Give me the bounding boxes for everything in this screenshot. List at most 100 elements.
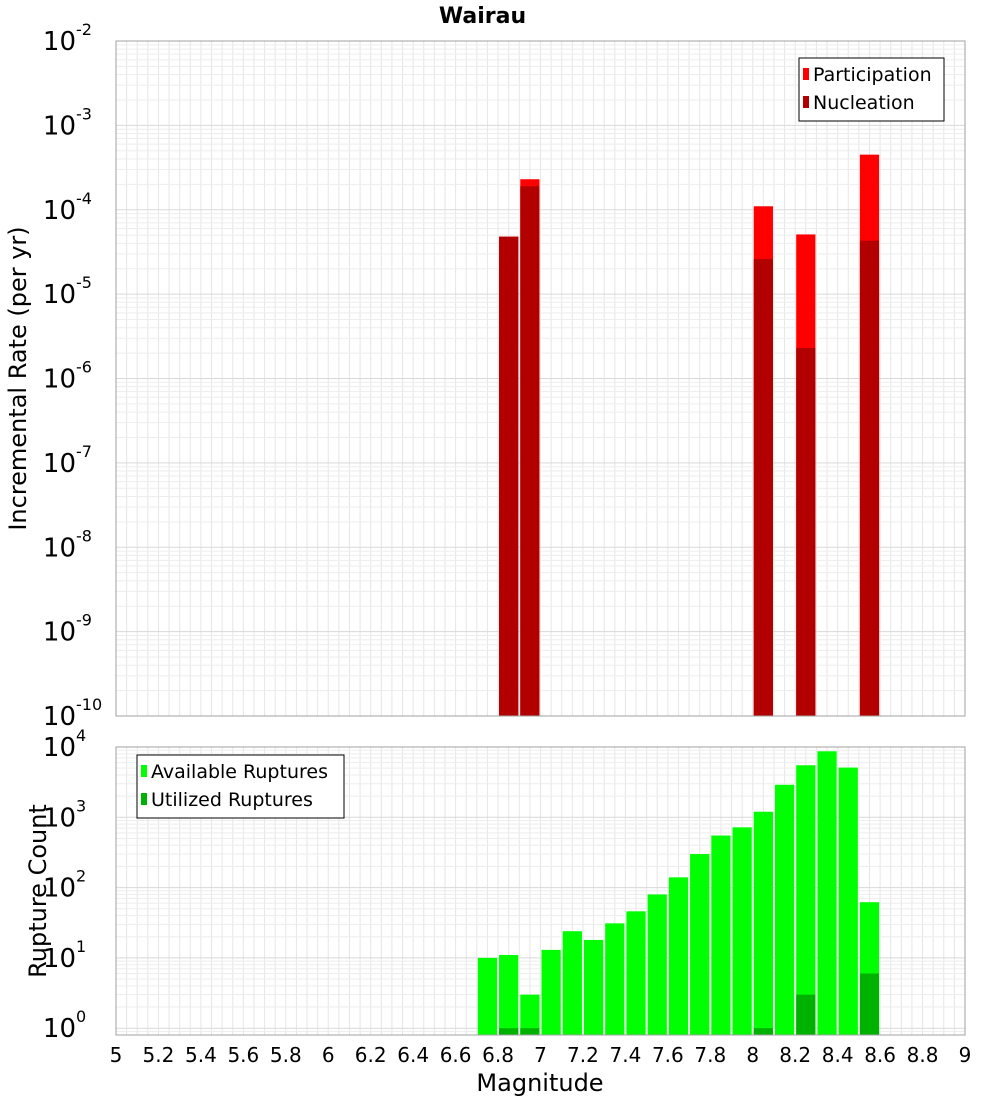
bar-0-5	[583, 939, 604, 1035]
y-tick-base: 10	[43, 533, 76, 563]
y-tick-base: 10	[43, 944, 76, 974]
bar-1-2	[753, 259, 773, 716]
y-tick-base: 10	[43, 365, 76, 395]
y-tick-base: 10	[43, 733, 76, 763]
y-tick-label: 10 -3	[43, 104, 92, 141]
y-tick-exponent: 3	[76, 796, 86, 815]
y-tick-exponent: -8	[76, 526, 92, 545]
legend-swatch	[803, 96, 809, 108]
x-axis-label: Magnitude	[476, 1069, 603, 1097]
y-tick-label: 10 -10	[43, 695, 102, 732]
y-tick-exponent: -6	[76, 358, 92, 377]
legend: Available Ruptures Utilized Ruptures	[136, 754, 345, 819]
y-tick-exponent: 0	[76, 1007, 86, 1026]
bar-0-3	[541, 949, 561, 1035]
y-tick-base: 10	[43, 27, 76, 57]
series-1	[499, 973, 880, 1035]
plot-frame	[115, 40, 966, 717]
x-tick-label: 6.4	[397, 1043, 429, 1067]
bar-0-4	[562, 931, 582, 1035]
legend-swatch	[141, 765, 147, 777]
bar-1-4	[859, 240, 880, 717]
x-tick-label: 6.6	[440, 1043, 472, 1067]
y-tick-exponent: -10	[76, 695, 102, 714]
bar-0-14	[774, 784, 795, 1035]
bar-0-16	[817, 751, 837, 1035]
bar-0-2	[520, 994, 540, 1035]
bar-1-0	[499, 236, 519, 716]
y-axis-label: Rupture Count	[24, 804, 52, 978]
y-tick-exponent: -3	[76, 104, 92, 123]
y-tick-label: 10 3	[43, 796, 86, 833]
y-tick-base: 10	[43, 449, 76, 479]
x-tick-label: 6.8	[482, 1043, 514, 1067]
series-0	[477, 751, 880, 1035]
y-tick-label: 10 -8	[43, 526, 92, 563]
x-tick-label: 7.4	[609, 1043, 641, 1067]
y-tick-base: 10	[43, 874, 76, 904]
x-tick-label: 9	[959, 1043, 972, 1067]
bar-0-1	[499, 954, 519, 1035]
x-tick-label: 8.2	[779, 1043, 811, 1067]
bar-0-15	[796, 765, 816, 1035]
legend-box	[136, 754, 345, 819]
y-tick-exponent: -7	[76, 442, 92, 461]
chart-panel-1: 10 010 110 210 310 45 5.2 5.4 5.6 5.8 6 6.2 6.4 6.6 6.…	[24, 726, 971, 1097]
y-tick-exponent: -9	[76, 611, 92, 630]
y-tick-exponent: 1	[76, 937, 86, 956]
y-tick-label: 10 -6	[43, 358, 92, 395]
bar-1-0	[499, 1028, 519, 1035]
bar-0-6	[605, 923, 625, 1035]
legend-entry: Nucleation	[813, 92, 915, 114]
y-tick-label: 10 4	[43, 726, 86, 763]
x-tick-label: 5.4	[185, 1043, 217, 1067]
x-tick-label: 5.6	[227, 1043, 259, 1067]
y-tick-label: 10 2	[43, 867, 86, 904]
bar-0-10	[690, 854, 710, 1035]
x-tick-label: 5.8	[270, 1043, 302, 1067]
series-1	[499, 186, 880, 717]
bar-0-17	[838, 767, 858, 1035]
y-tick-label: 10 -5	[43, 273, 92, 310]
bar-0-13	[753, 811, 773, 1035]
y-tick-base: 10	[43, 111, 76, 141]
x-tick-label: 5	[110, 1043, 123, 1067]
x-tick-label: 7.6	[652, 1043, 684, 1067]
y-tick-base: 10	[43, 1014, 76, 1044]
bar-1-3	[796, 994, 816, 1035]
bar-1-1	[520, 1028, 540, 1035]
chart-title: Wairau	[439, 4, 526, 29]
y-tick-exponent: -4	[76, 189, 92, 208]
plot-frame	[115, 746, 966, 1036]
x-tick-label: 8.6	[864, 1043, 896, 1067]
y-tick-exponent: -2	[76, 20, 92, 39]
bar-1-3	[796, 347, 816, 716]
x-tick-label: 8	[746, 1043, 759, 1067]
bar-0-0	[477, 957, 498, 1035]
y-tick-label: 10 -2	[43, 20, 92, 57]
x-tick-label: 6	[322, 1043, 335, 1067]
y-tick-label: 10 1	[43, 937, 86, 974]
x-tick-label: 7.2	[567, 1043, 599, 1067]
bar-0-12	[732, 827, 752, 1035]
y-tick-exponent: -5	[76, 273, 92, 292]
bar-1-2	[753, 1028, 773, 1035]
bar-0-11	[711, 835, 731, 1035]
bar-0-8	[647, 894, 667, 1035]
bar-1-1	[520, 186, 540, 716]
x-tick-label: 5.2	[143, 1043, 175, 1067]
y-tick-label: 10 -7	[43, 442, 92, 479]
legend-entry: Participation	[813, 64, 932, 86]
y-tick-exponent: 2	[76, 867, 86, 886]
legend: Participation Nucleation	[798, 57, 945, 122]
y-tick-label: 10 -9	[43, 611, 92, 648]
y-tick-base: 10	[43, 618, 76, 648]
legend-entry: Utilized Ruptures	[151, 789, 313, 811]
y-tick-base: 10	[43, 280, 76, 310]
legend-box	[798, 57, 945, 122]
y-tick-base: 10	[43, 702, 76, 732]
bar-0-9	[668, 877, 689, 1035]
y-axis-label: Incremental Rate (per yr)	[4, 226, 32, 530]
